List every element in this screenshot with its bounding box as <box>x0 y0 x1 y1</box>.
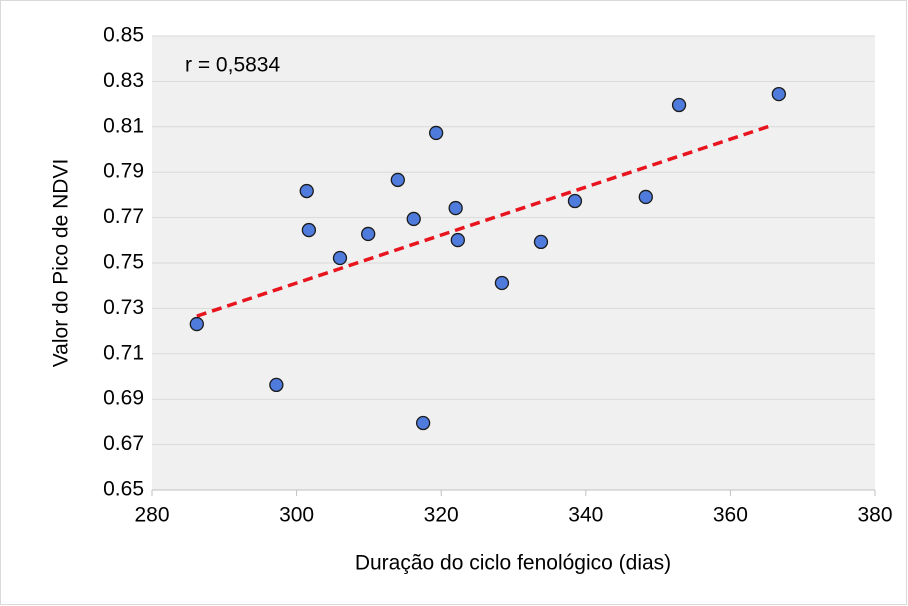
y-tick-label: 0.83 <box>103 69 144 92</box>
point <box>450 232 465 248</box>
point <box>406 211 421 227</box>
y-axis-title: Valor do Pico de NDVI <box>50 159 73 368</box>
point <box>332 250 348 266</box>
x-tick-label: 280 <box>134 504 169 527</box>
point <box>671 97 687 113</box>
x-tick-label: 300 <box>279 504 314 527</box>
y-tick-label: 0.85 <box>103 24 144 47</box>
point <box>299 183 314 199</box>
y-tick-label: 0.69 <box>103 387 144 410</box>
point <box>189 316 204 332</box>
point <box>390 172 405 188</box>
point <box>301 222 317 238</box>
x-tick-label: 380 <box>857 504 892 527</box>
x-tick-label: 360 <box>713 504 748 527</box>
point <box>448 200 463 216</box>
y-tick-label: 0.65 <box>103 478 144 501</box>
point <box>269 377 284 393</box>
trendline <box>196 123 774 318</box>
point <box>771 86 786 102</box>
x-tick-label: 340 <box>568 504 603 527</box>
y-tick-label: 0.73 <box>103 296 144 319</box>
y-tick-label: 0.77 <box>103 205 144 228</box>
y-tick-label: 0.81 <box>103 114 144 137</box>
y-tick-label: 0.79 <box>103 160 144 183</box>
annotation: r = 0,5834 <box>185 54 280 77</box>
point <box>361 226 376 242</box>
y-tick-label: 0.67 <box>103 432 144 455</box>
y-tick-label: 0.75 <box>103 251 144 274</box>
y-tick-label: 0.71 <box>103 341 144 364</box>
point <box>567 193 583 209</box>
point <box>533 234 549 250</box>
x-tick-label: 320 <box>424 504 459 527</box>
x-axis-title: Duração do ciclo fenológico (dias) <box>355 552 671 575</box>
point <box>494 275 510 291</box>
point <box>638 189 653 205</box>
point <box>428 125 444 141</box>
point <box>415 415 431 431</box>
